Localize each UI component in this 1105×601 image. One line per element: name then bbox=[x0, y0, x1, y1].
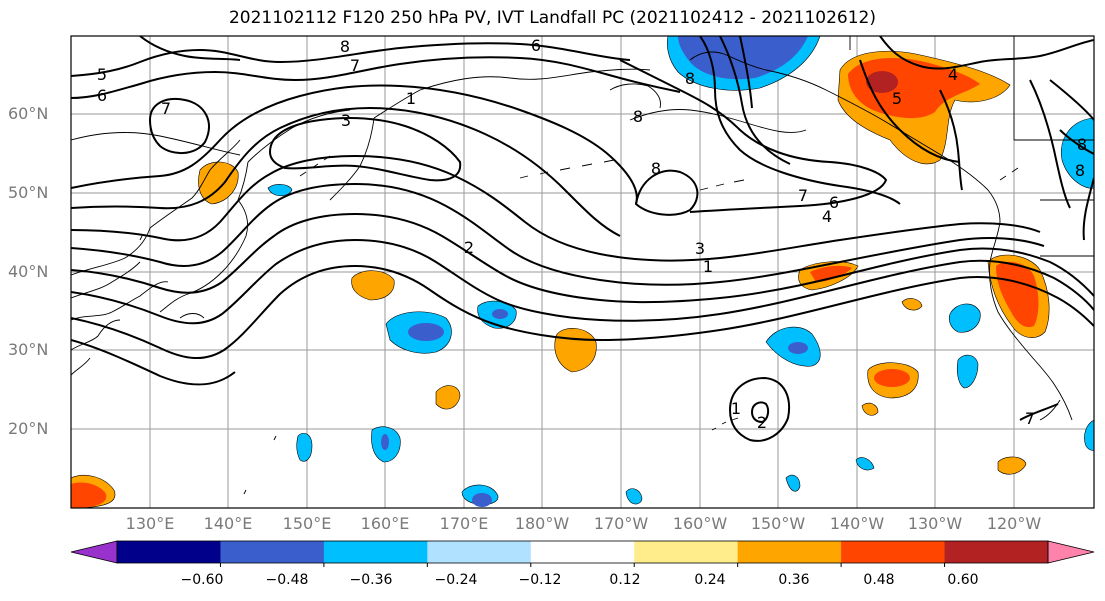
negative-anomaly-south-2 bbox=[296, 433, 313, 462]
negative-anomaly-east-pac-1 bbox=[948, 303, 981, 333]
positive-anomaly-south-1 bbox=[435, 385, 461, 410]
colorbar-segment bbox=[841, 541, 946, 563]
contour-label: 4 bbox=[948, 65, 958, 84]
map-border bbox=[70, 35, 1095, 509]
positive-anomaly-california-core bbox=[996, 261, 1039, 328]
colorbar-tick-label: 0.36 bbox=[778, 572, 810, 588]
contour-label: 7 bbox=[161, 99, 171, 118]
colorbar-tick-label: 0.60 bbox=[947, 572, 979, 588]
lon-label: 160°W bbox=[672, 514, 728, 533]
colorbar-extend-right bbox=[1047, 540, 1095, 564]
lon-label: 170°W bbox=[593, 514, 649, 533]
contour-label: 6 bbox=[531, 36, 541, 55]
negative-anomaly-south-5 bbox=[785, 474, 801, 492]
colorbar-segment bbox=[944, 541, 1049, 563]
negative-anomaly-bering-core bbox=[678, 36, 808, 80]
contour-label: 8 bbox=[1075, 161, 1085, 180]
colorbar-tick-label: −0.60 bbox=[180, 572, 224, 588]
contour-label: 4 bbox=[822, 207, 832, 226]
negative-anomaly-w-pacific-core bbox=[408, 323, 444, 341]
colorbar-tick-label: −0.24 bbox=[434, 572, 478, 588]
contour-label: 7 bbox=[1025, 409, 1035, 428]
shaded-anomalies bbox=[71, 36, 1094, 508]
lon-label: 170°E bbox=[439, 514, 489, 533]
colorbar-segment bbox=[220, 541, 325, 563]
contour-label: 7 bbox=[798, 186, 808, 205]
contour-label: 8 bbox=[651, 159, 661, 178]
lon-label: 140°E bbox=[203, 514, 253, 533]
lon-label: 150°W bbox=[750, 514, 806, 533]
contour-label: 3 bbox=[341, 111, 351, 130]
colorbar-extend-left bbox=[70, 540, 118, 564]
contour-label: 8 bbox=[340, 37, 350, 56]
colorbar-segment bbox=[737, 541, 842, 563]
lon-label: 180°W bbox=[514, 514, 570, 533]
colorbar-segment bbox=[117, 541, 221, 563]
contour-label: 3 bbox=[695, 239, 705, 258]
colorbar-tick-label: 0.24 bbox=[694, 572, 726, 588]
negative-anomaly-east-pac-2 bbox=[956, 354, 979, 389]
contour-label: 5 bbox=[892, 89, 902, 108]
contour-label: 7 bbox=[350, 56, 360, 75]
lat-label: 50°N bbox=[8, 183, 49, 202]
contour-label: 2 bbox=[464, 238, 474, 257]
contour-label: 5 bbox=[97, 65, 107, 84]
colorbar-segment bbox=[530, 541, 635, 563]
positive-anomaly-gulf-alaska-core bbox=[866, 71, 898, 93]
lat-label: 40°N bbox=[8, 262, 49, 281]
negative-anomaly-south-6 bbox=[855, 457, 875, 471]
contour-label: 8 bbox=[633, 107, 643, 126]
contour-labels: 5 6 7 8 6 8 7 4 5 3 8 8 8 7 6 4 2 3 1 1 … bbox=[97, 36, 1087, 432]
contour-label: 2 bbox=[757, 413, 767, 432]
map-title: 2021102112 F120 250 hPa PV, IVT Landfall… bbox=[228, 8, 876, 28]
lon-label: 130°E bbox=[125, 514, 175, 533]
colorbar-tick-label: 0.48 bbox=[863, 572, 895, 588]
contour-label: 1 bbox=[703, 257, 713, 276]
colorbar-tick-label: −0.12 bbox=[518, 572, 562, 588]
contour-label: 8 bbox=[685, 69, 695, 88]
colorbar bbox=[70, 540, 1095, 567]
pv-contours bbox=[71, 36, 1094, 442]
positive-anomaly-central-1 bbox=[351, 270, 395, 301]
colorbar-tick-label: 0.12 bbox=[609, 572, 641, 588]
colorbar-tick-label: −0.36 bbox=[349, 572, 393, 588]
lon-label: 160°E bbox=[360, 514, 410, 533]
colorbar-segment bbox=[634, 541, 739, 563]
contour-label: 1 bbox=[731, 399, 741, 418]
lat-label: 60°N bbox=[8, 104, 49, 123]
lon-label: 120°W bbox=[986, 514, 1042, 533]
lat-label: 30°N bbox=[8, 340, 49, 359]
colorbar-tick-label: −0.48 bbox=[265, 572, 309, 588]
colorbar-segment bbox=[323, 541, 428, 563]
lon-label: 150°E bbox=[282, 514, 332, 533]
negative-anomaly-south-4 bbox=[625, 488, 643, 505]
lat-label: 20°N bbox=[8, 419, 49, 438]
lon-label: 130°W bbox=[907, 514, 963, 533]
colorbar-segment bbox=[427, 541, 532, 563]
contour-label: 1 bbox=[406, 89, 416, 108]
negative-anomaly-east-edge bbox=[1060, 117, 1094, 189]
contour-label: 6 bbox=[97, 86, 107, 105]
contour-label: 6 bbox=[829, 193, 839, 212]
lon-label: 140°W bbox=[829, 514, 885, 533]
contour-label: 8 bbox=[1077, 135, 1087, 154]
